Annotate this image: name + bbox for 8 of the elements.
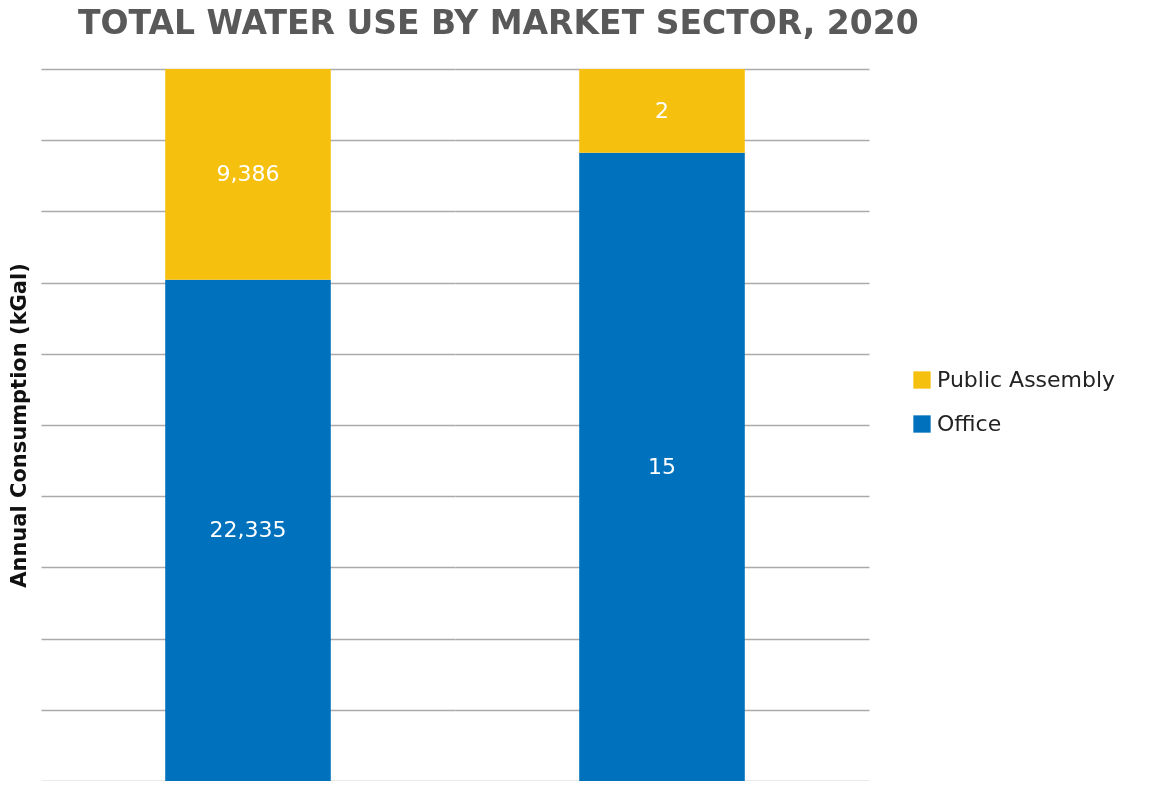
data-label: 22,335 <box>209 517 287 543</box>
chart-title: TOTAL WATER USE BY MARKET SECTOR, 2020 <box>78 3 919 42</box>
data-label: 9,386 <box>216 161 280 187</box>
legend-label: Public Assembly <box>937 367 1116 392</box>
legend-label: Office <box>937 411 1002 436</box>
y-axis-title: Annual Consumption (kGal) <box>6 263 31 588</box>
data-label: 15 <box>648 453 676 479</box>
data-label: 2 <box>655 97 669 123</box>
